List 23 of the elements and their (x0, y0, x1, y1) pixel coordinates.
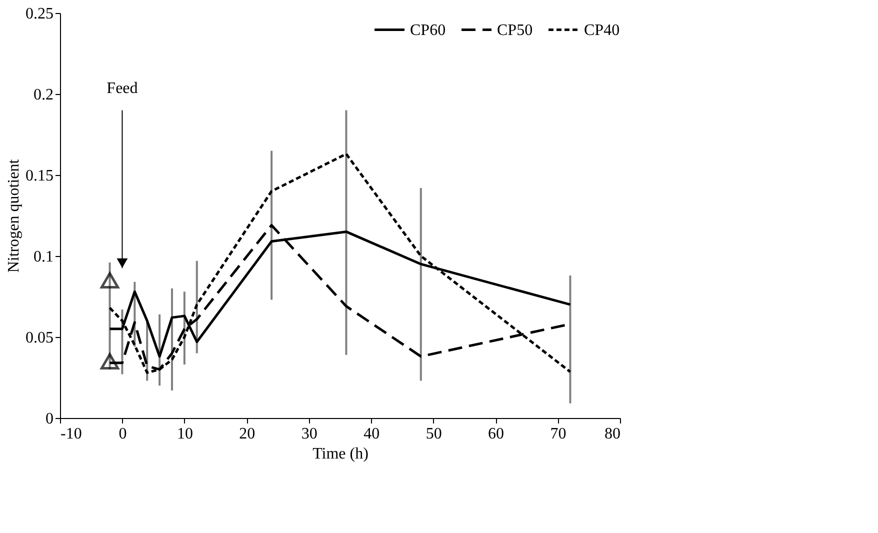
annotation: Feed (106, 80, 138, 98)
x-tick-label: 80 (604, 426, 620, 442)
x-tick-label: -10 (60, 426, 82, 442)
x-tick-label: 0 (118, 426, 127, 442)
legend-label: CP50 (497, 22, 533, 39)
legend-label: CP40 (584, 22, 620, 39)
x-tick-label: 20 (239, 426, 256, 442)
x-tick-label: 60 (488, 426, 504, 442)
y-tick-label: 0.2 (34, 86, 54, 104)
x-tick-label: 50 (426, 426, 442, 442)
y-tick-label: 0.05 (26, 330, 54, 346)
y-tick-label: 0.1 (34, 248, 54, 266)
y-axis-title: Nitrogen quotient (6, 158, 22, 273)
legend-label: CP60 (410, 22, 446, 39)
x-tick-label: 10 (176, 426, 193, 442)
y-tick-label: 0 (46, 410, 54, 428)
x-axis-title: Time (h) (312, 446, 368, 462)
y-tick-label: 0.25 (26, 6, 54, 22)
x-tick-label: 30 (301, 426, 318, 442)
x-tick-label: 40 (364, 426, 380, 442)
y-tick-label: 0.15 (26, 168, 54, 184)
x-tick-label: 70 (550, 426, 566, 442)
line-series (108, 152, 572, 374)
